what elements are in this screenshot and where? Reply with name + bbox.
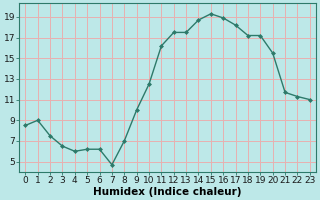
X-axis label: Humidex (Indice chaleur): Humidex (Indice chaleur) — [93, 187, 242, 197]
